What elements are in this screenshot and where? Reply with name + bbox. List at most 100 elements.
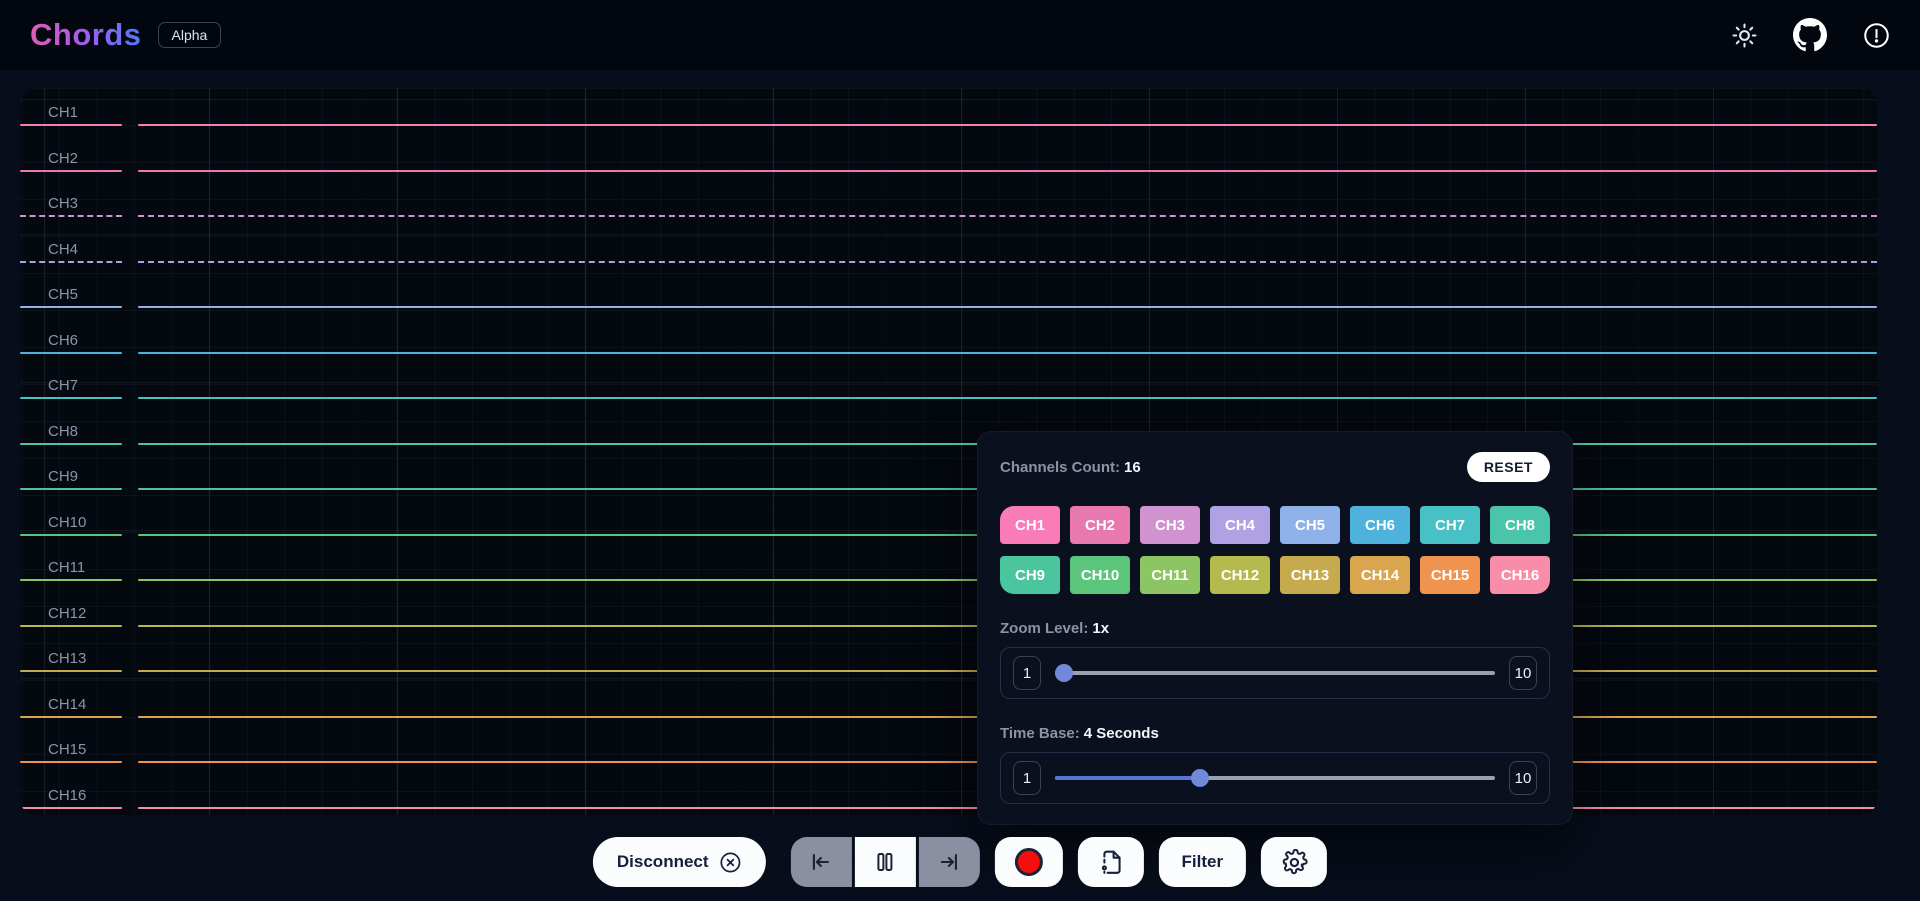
- disconnect-button[interactable]: Disconnect: [592, 837, 766, 887]
- channel-label-ch15: CH15: [48, 741, 87, 759]
- channel-waveform-ch12: [20, 624, 122, 627]
- time-base-label: Time Base: 4 Seconds: [1000, 725, 1159, 742]
- channel-toggle-ch9[interactable]: CH9: [1000, 556, 1060, 594]
- channel-label-ch2: CH2: [48, 149, 79, 167]
- channel-waveform-ch4: [20, 260, 122, 263]
- skip-to-end-button[interactable]: [918, 837, 980, 887]
- channel-label-ch13: CH13: [48, 650, 87, 668]
- settings-button[interactable]: [1261, 837, 1328, 887]
- channels-count-value: 16: [1124, 458, 1141, 476]
- channel-toggle-ch15[interactable]: CH15: [1420, 556, 1480, 594]
- channel-label-ch1: CH1: [48, 104, 79, 121]
- channel-waveform-ch3: [20, 215, 122, 218]
- zoom-level-slider: 1 10: [1000, 647, 1550, 699]
- file-save-icon: [1098, 849, 1124, 875]
- channels-count-label: Channels Count: 16: [1000, 458, 1141, 476]
- channel-waveform-ch16: [20, 806, 122, 809]
- alert-icon[interactable]: [1863, 22, 1890, 49]
- pause-button[interactable]: [854, 837, 916, 887]
- channel-label-ch3: CH3: [48, 195, 79, 213]
- zoom-level-label: Zoom Level: 1x: [1000, 620, 1110, 637]
- timebase-slider-track[interactable]: [1055, 769, 1495, 787]
- channel-toggle-ch16[interactable]: CH16: [1490, 556, 1550, 594]
- channel-waveform-ch1: [20, 124, 122, 126]
- bottom-toolbar: Disconnect: [592, 837, 1328, 887]
- zoom-level-value: 1x: [1092, 620, 1110, 637]
- channel-label-ch7: CH7: [48, 377, 79, 395]
- zoom-slider-track[interactable]: [1054, 664, 1495, 682]
- channel-toggle-ch3[interactable]: CH3: [1140, 506, 1200, 544]
- channel-waveform-ch8: [20, 442, 122, 445]
- channel-waveform-ch7: [138, 397, 1877, 400]
- skip-to-start-button[interactable]: [790, 837, 852, 887]
- alpha-badge: Alpha: [157, 22, 222, 48]
- channel-waveform-ch6: [138, 351, 1877, 354]
- channel-waveform-ch3: [138, 215, 1877, 218]
- settings-panel: Channels Count: 16 RESET CH1 CH2 CH3 CH4 CH5 C…: [977, 431, 1573, 825]
- channel-waveform-ch7: [20, 397, 122, 400]
- channel-label-ch10: CH10: [48, 513, 87, 531]
- circle-x-icon: [719, 851, 742, 874]
- timebase-min-value: 1: [1013, 761, 1041, 795]
- main-area: CH1 CH2 CH3 CH4 CH5 CH6 CH7 CH8 CH9 CH10 CH11 CH12 C…: [0, 70, 1920, 901]
- channel-toggle-ch14[interactable]: CH14: [1350, 556, 1410, 594]
- channel-toggle-ch7[interactable]: CH7: [1420, 506, 1480, 544]
- channel-toggle-ch4[interactable]: CH4: [1210, 506, 1270, 544]
- timebase-slider-thumb[interactable]: [1191, 769, 1210, 787]
- theme-toggle-icon[interactable]: [1732, 23, 1757, 48]
- channel-label-ch8: CH8: [48, 422, 79, 440]
- channel-label-ch6: CH6: [48, 331, 79, 349]
- timebase-slider-fill: [1055, 776, 1201, 780]
- filter-button[interactable]: Filter: [1158, 837, 1247, 887]
- record-button[interactable]: [994, 837, 1063, 887]
- filter-label: Filter: [1181, 852, 1224, 871]
- channel-toggle-ch8[interactable]: CH8: [1490, 506, 1550, 544]
- disconnect-label: Disconnect: [616, 852, 709, 871]
- channel-toggle-ch13[interactable]: CH13: [1280, 556, 1340, 594]
- skip-to-start-icon: [809, 850, 833, 874]
- channel-label-ch9: CH9: [48, 468, 79, 486]
- channel-label-ch4: CH4: [48, 240, 79, 258]
- channel-waveform-ch2: [138, 169, 1877, 172]
- channel-buttons-row-2: CH9 CH10 CH11 CH12 CH13 CH14 CH15 CH16: [1000, 556, 1550, 594]
- time-base-value: 4 Seconds: [1083, 725, 1159, 742]
- channel-buttons-row-1: CH1 CH2 CH3 CH4 CH5 CH6 CH7 CH8: [1000, 506, 1550, 544]
- skip-to-end-icon: [937, 850, 961, 874]
- channel-waveform-ch6: [20, 351, 122, 354]
- save-file-button[interactable]: [1077, 837, 1144, 887]
- channel-waveform-ch2: [20, 169, 122, 172]
- channel-toggle-ch11[interactable]: CH11: [1140, 556, 1200, 594]
- channel-toggle-ch6[interactable]: CH6: [1350, 506, 1410, 544]
- top-navbar: Chords Alpha: [0, 0, 1920, 70]
- channel-waveform-ch11: [20, 579, 122, 582]
- channel-toggle-ch10[interactable]: CH10: [1070, 556, 1130, 594]
- channel-waveform-ch5: [138, 306, 1877, 309]
- channel-waveform-ch9: [20, 488, 122, 491]
- time-base-slider: 1 10: [1000, 752, 1550, 804]
- reset-button[interactable]: RESET: [1466, 452, 1550, 482]
- zoom-slider-thumb[interactable]: [1054, 664, 1073, 682]
- channel-label-ch14: CH14: [48, 695, 87, 713]
- channel-waveform-ch15: [20, 761, 122, 764]
- channel-label-ch12: CH12: [48, 604, 87, 622]
- channel-waveform-ch13: [20, 670, 122, 673]
- channel-toggle-ch5[interactable]: CH5: [1280, 506, 1340, 544]
- app-logo: Chords: [30, 17, 142, 52]
- github-icon[interactable]: [1793, 18, 1827, 52]
- record-icon: [1014, 848, 1043, 876]
- channel-label-ch5: CH5: [48, 286, 79, 304]
- channel-toggle-ch12[interactable]: CH12: [1210, 556, 1270, 594]
- pause-icon: [873, 850, 897, 874]
- channel-waveform-ch5: [20, 306, 122, 309]
- channel-toggle-ch1[interactable]: CH1: [1000, 506, 1060, 544]
- waveform-chart: CH1 CH2 CH3 CH4 CH5 CH6 CH7 CH8 CH9 CH10 CH11 CH12 C…: [20, 88, 1877, 815]
- timebase-max-value: 10: [1509, 761, 1537, 795]
- zoom-min-value: 1: [1013, 656, 1041, 690]
- zoom-max-value: 10: [1509, 656, 1537, 690]
- channel-waveform-ch4: [138, 260, 1877, 263]
- settings-gear-icon: [1281, 848, 1308, 876]
- channel-toggle-ch2[interactable]: CH2: [1070, 506, 1130, 544]
- channel-waveform-ch1: [138, 124, 1877, 126]
- channel-label-ch16: CH16: [48, 786, 87, 804]
- channel-waveform-ch14: [20, 715, 122, 718]
